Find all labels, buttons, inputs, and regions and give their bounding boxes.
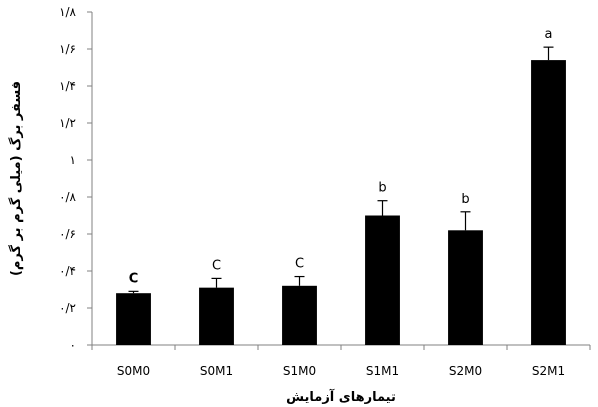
labels: ۰ ۰/۲ ۰/۴ ۰/۶ ۰/۸ ۱ ۱/۲ ۱/۴ ۱/۶ ۱/۸ C S0M0 C S0M1 C S1M… [59,5,565,378]
x-axis-title: تیمارهای آزمایش [286,388,396,405]
significance-label: b [378,181,386,196]
significance-label: b [461,192,469,207]
y-axis-title: فسفر برگ (میلی گرم بر گرم) [7,81,24,276]
bar [531,60,566,345]
bar [365,215,400,345]
y-tick-label: ۰/۶ [59,227,76,241]
category-label: S0M0 [117,364,150,378]
y-tick-label: ۰/۲ [59,301,76,315]
bars [116,46,566,345]
y-tick-label: ۱/۲ [59,116,76,130]
category-label: S1M1 [366,364,399,378]
y-tick-label: ۱/۸ [59,5,76,19]
category-label: S0M1 [200,364,233,378]
bar [116,293,151,345]
category-label: S2M0 [449,364,482,378]
category-label: S2M1 [532,364,565,378]
category-label: S1M0 [283,364,316,378]
axes [87,11,591,350]
significance-label: C [295,257,304,272]
y-tick-label: ۱ [70,153,76,167]
significance-label: C [212,258,221,273]
bar [448,230,483,345]
y-tick-label: ۱/۶ [59,42,76,56]
significance-label: C [129,271,139,286]
bar [282,285,317,345]
significance-label: a [545,27,553,42]
y-tick-label: ۰/۸ [59,190,76,204]
y-tick-label: ۰/۴ [59,264,76,278]
bar [199,287,234,345]
y-tick-label: ۱/۴ [59,79,76,93]
y-tick-label: ۰ [70,338,76,352]
